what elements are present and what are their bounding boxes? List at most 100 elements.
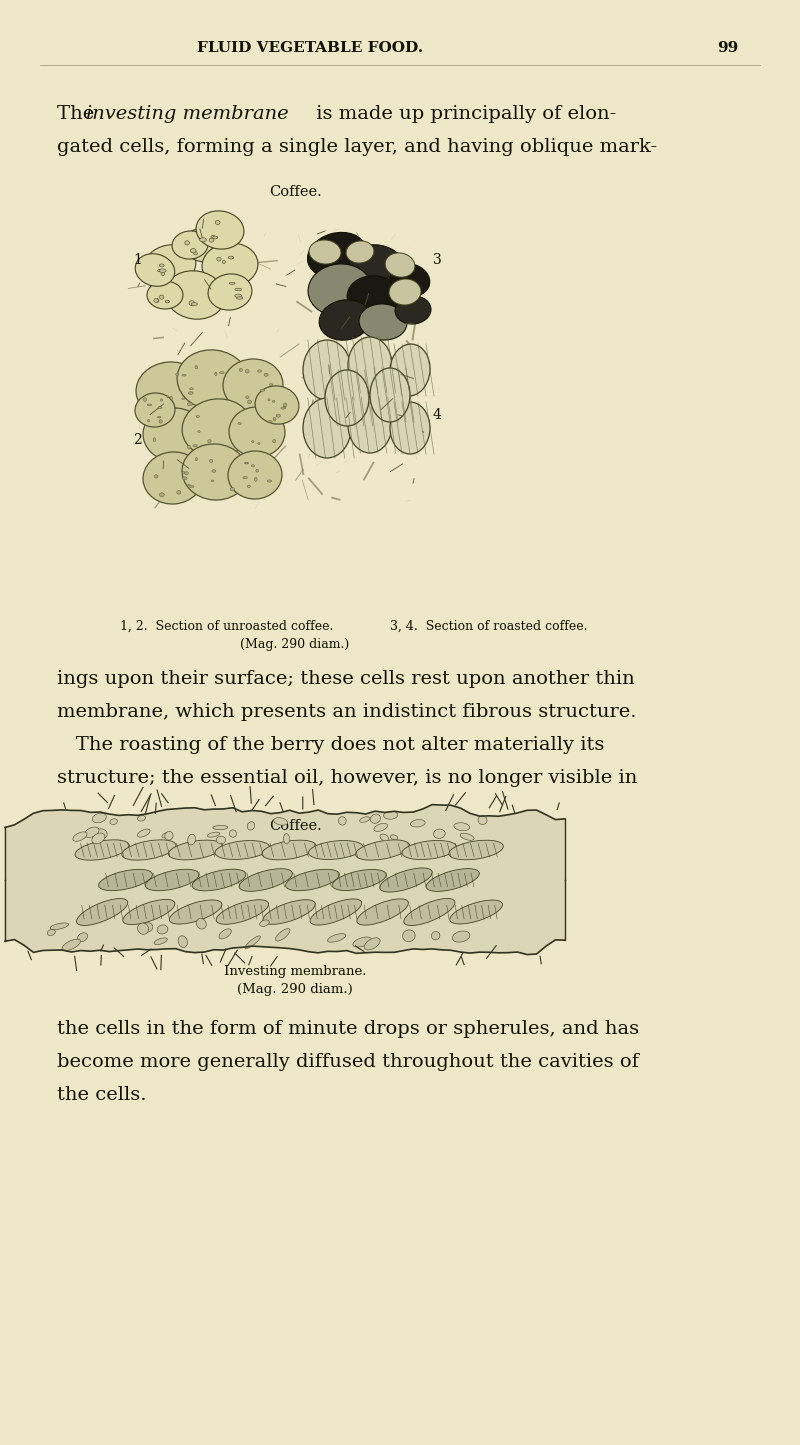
Ellipse shape [159,264,164,267]
Ellipse shape [283,834,290,844]
Ellipse shape [212,470,216,473]
Text: 99: 99 [718,40,738,55]
Ellipse shape [245,370,249,373]
Ellipse shape [454,822,470,831]
Ellipse shape [199,238,206,241]
Ellipse shape [157,925,168,933]
Ellipse shape [143,397,146,402]
Ellipse shape [143,452,203,504]
Text: become more generally diffused throughout the cavities of: become more generally diffused throughou… [57,1053,639,1071]
Ellipse shape [364,938,380,949]
Ellipse shape [122,840,176,860]
Ellipse shape [395,296,431,324]
Ellipse shape [98,870,153,890]
Ellipse shape [110,819,118,825]
Ellipse shape [95,829,107,838]
Ellipse shape [247,486,250,487]
Ellipse shape [273,439,276,442]
Ellipse shape [245,936,260,949]
Ellipse shape [62,939,81,951]
Ellipse shape [196,415,199,418]
Ellipse shape [138,923,149,935]
Text: 1, 2.  Section of unroasted coffee.: 1, 2. Section of unroasted coffee. [120,620,334,633]
Ellipse shape [309,240,341,264]
Ellipse shape [216,900,269,925]
Ellipse shape [188,834,195,845]
Ellipse shape [92,814,106,822]
Ellipse shape [273,400,275,403]
Ellipse shape [270,383,273,386]
Ellipse shape [210,460,213,462]
Ellipse shape [223,358,283,410]
Text: the cells.: the cells. [57,1087,146,1104]
Ellipse shape [159,295,164,299]
Text: Coffee.: Coffee. [269,185,322,199]
Ellipse shape [182,477,187,480]
Ellipse shape [158,270,162,272]
Ellipse shape [213,825,228,829]
Ellipse shape [123,899,175,925]
Ellipse shape [390,344,430,396]
Ellipse shape [251,441,254,442]
Ellipse shape [183,228,227,262]
Ellipse shape [195,366,198,368]
Ellipse shape [390,835,398,840]
Ellipse shape [207,832,220,837]
Ellipse shape [348,397,392,452]
Ellipse shape [214,373,217,376]
Ellipse shape [268,420,272,422]
Ellipse shape [196,919,206,929]
Ellipse shape [182,444,248,500]
Ellipse shape [161,272,165,276]
Ellipse shape [194,251,198,254]
Text: 3: 3 [433,253,442,267]
Ellipse shape [166,301,170,303]
Ellipse shape [260,920,270,926]
Ellipse shape [402,841,457,860]
Ellipse shape [254,477,257,481]
Ellipse shape [47,929,55,935]
Ellipse shape [309,841,363,860]
Ellipse shape [170,396,172,400]
Ellipse shape [208,439,211,442]
Ellipse shape [230,487,234,491]
Ellipse shape [251,465,254,467]
Ellipse shape [282,406,285,409]
Ellipse shape [92,832,105,844]
Text: 1: 1 [133,253,142,267]
Ellipse shape [319,299,371,340]
Ellipse shape [450,900,502,923]
Ellipse shape [153,438,156,442]
Ellipse shape [147,280,183,309]
Ellipse shape [159,493,164,497]
Ellipse shape [190,249,196,253]
Ellipse shape [177,350,249,410]
Ellipse shape [193,445,198,447]
Ellipse shape [211,480,214,481]
Ellipse shape [256,470,258,473]
Ellipse shape [138,815,146,821]
Ellipse shape [165,270,225,319]
Ellipse shape [219,929,231,939]
Ellipse shape [332,870,386,890]
Ellipse shape [235,288,242,290]
Ellipse shape [357,899,409,925]
Ellipse shape [263,900,315,925]
Text: Coffee.: Coffee. [269,819,322,832]
Ellipse shape [187,403,192,406]
Text: ings upon their surface; these cells rest upon another thin: ings upon their surface; these cells res… [57,670,634,688]
Text: Investing membrane.: Investing membrane. [224,965,366,978]
Ellipse shape [258,370,262,373]
Text: 2: 2 [133,434,142,447]
Ellipse shape [431,932,440,939]
Ellipse shape [219,371,224,374]
Ellipse shape [158,416,161,418]
Polygon shape [5,805,565,955]
Text: 4: 4 [433,407,442,422]
Ellipse shape [307,233,366,277]
Ellipse shape [246,396,249,399]
Ellipse shape [276,415,281,418]
Ellipse shape [348,337,392,393]
Ellipse shape [281,407,286,409]
Ellipse shape [170,900,222,923]
